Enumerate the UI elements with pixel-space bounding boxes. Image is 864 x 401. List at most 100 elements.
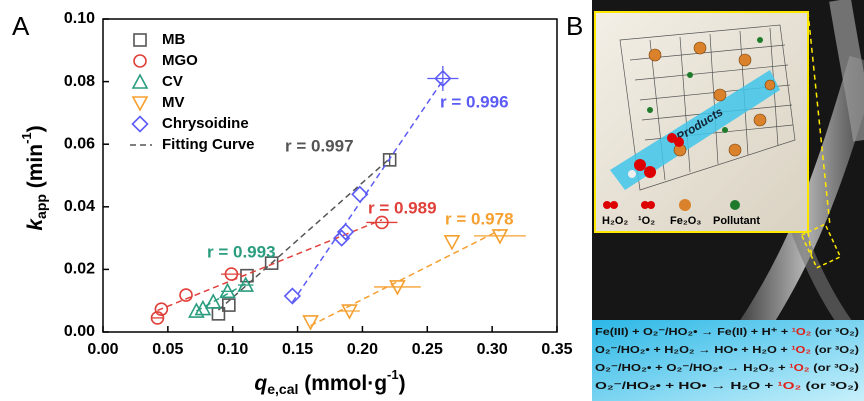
point [491, 229, 509, 245]
x-tick-label: 0.00 [87, 341, 118, 358]
flow-arrow [610, 70, 780, 190]
pollutants [647, 37, 763, 133]
equation-part: Fe(III) + O₂⁻/HO₂• → Fe(II) + H⁺ + [595, 326, 792, 338]
fit-line [310, 229, 501, 327]
point [131, 73, 149, 89]
particles [648, 41, 776, 157]
point [188, 302, 205, 318]
equation-highlight: ¹O₂ [778, 380, 802, 392]
equation: O₂⁻/HO₂• + HO• → H₂O + ¹O₂ (or ³O₂) [595, 380, 859, 392]
x-axis-label: qe,cal (mmol·g-1) [254, 367, 405, 396]
equations: Fe(III) + O₂⁻/HO₂• → Fe(II) + H⁺ + ¹O₂ (… [595, 326, 859, 392]
equation-part: (or ³O₂) [810, 362, 859, 374]
fit-annotation: r = 0.993 [207, 242, 276, 261]
y-tick-label: 0.06 [64, 135, 95, 152]
equation: Fe(III) + O₂⁻/HO₂• → Fe(II) + H⁺ + ¹O₂ (… [595, 326, 859, 338]
fit-annotation: r = 0.996 [440, 92, 509, 111]
point [351, 185, 369, 203]
y-label-symbol: k [24, 218, 47, 231]
y-label-close: ) [24, 125, 47, 132]
x-tick-label: 0.35 [541, 341, 572, 358]
x-tick-label: 0.15 [282, 341, 313, 358]
x-label-sub: e,cal [267, 381, 298, 397]
nanotube [829, 0, 864, 142]
point [131, 96, 149, 112]
point [333, 229, 351, 247]
plot-frame [102, 18, 558, 333]
equation-part: (or ³O₂) [811, 326, 859, 338]
zoom-line [807, 231, 813, 259]
panel-label: A [12, 11, 30, 41]
point [154, 302, 169, 316]
point [133, 54, 147, 68]
point [382, 153, 397, 167]
legend-label: MB [162, 31, 185, 48]
equation-part: (or ³O₂) [801, 380, 859, 392]
point [264, 256, 279, 270]
inset-legend-text: Pollutant [713, 215, 760, 227]
fit-annotation: r = 0.989 [368, 198, 437, 217]
legend-label: Chrysoidine [162, 115, 249, 132]
x-label-symbol: q [254, 372, 267, 395]
equation-part: (or ³O₂) [811, 344, 859, 356]
x-label-sup: -1 [387, 367, 399, 382]
point [131, 115, 149, 133]
point [389, 280, 406, 296]
equation-part: O₂⁻/HO₂• + H₂O₂ → HO• + H₂O + [595, 344, 791, 356]
y-tick-label: 0.10 [64, 10, 95, 27]
equation-box [592, 320, 864, 401]
fit-annotation: r = 0.978 [445, 209, 514, 228]
equation: O₂⁻/HO₂• + O₂⁻/HO₂• → H₂O₂ + ¹O₂ (or ³O₂… [595, 362, 859, 374]
fit-line [157, 219, 383, 312]
x-tick-label: 0.20 [347, 341, 378, 358]
x-tick-label: 0.05 [152, 341, 183, 358]
point [283, 287, 302, 305]
fit-annotation: r = 0.997 [285, 136, 354, 155]
x-tick-label: 0.10 [217, 341, 248, 358]
x-label-unit: (mmol·g [298, 372, 387, 395]
x-label-close: ) [399, 372, 406, 395]
point [204, 293, 222, 309]
equation-part: O₂⁻/HO₂• + HO• → H₂O + [595, 380, 778, 392]
y-tick-label: 0.04 [64, 198, 95, 215]
y-tick-label: 0.08 [64, 73, 95, 90]
equation-highlight: ¹O₂ [791, 344, 811, 356]
fit-line [217, 158, 391, 311]
inset-legend-text: ¹O₂ [638, 215, 655, 227]
inset-legend-text: H₂O₂ [602, 215, 628, 227]
point [133, 33, 147, 47]
equation-highlight: ¹O₂ [792, 326, 812, 338]
y-label-sub: app [33, 194, 49, 219]
legend-label: MGO [162, 52, 198, 69]
equation-highlight: ¹O₂ [789, 362, 810, 374]
point [224, 267, 239, 281]
fit-line [291, 79, 444, 303]
equation: O₂⁻/HO₂• + H₂O₂ → HO• + H₂O + ¹O₂ (or ³O… [595, 344, 859, 356]
point [237, 276, 255, 292]
inset-legend-text: Fe₂O₃ [670, 215, 701, 227]
point [434, 69, 452, 88]
point [336, 223, 355, 241]
molecules [628, 133, 684, 178]
x-tick-label: 0.25 [412, 341, 443, 358]
legend-label: Fitting Curve [162, 136, 255, 153]
point [179, 288, 193, 302]
x-tick-label: 0.30 [477, 341, 508, 358]
legend-label: CV [162, 73, 183, 90]
y-axis-label: kapp (min-1) [19, 125, 48, 230]
point [443, 235, 461, 251]
inset-legend-icons [603, 199, 740, 211]
point [150, 311, 165, 325]
zoom-box [800, 223, 842, 269]
y-tick-label: 0.02 [64, 261, 95, 278]
point [302, 315, 319, 331]
point [219, 282, 236, 299]
panel-label: B [566, 11, 583, 41]
y-label-sup: -1 [19, 132, 34, 144]
y-tick-label: 0.00 [64, 323, 95, 340]
point [375, 215, 389, 230]
equation-part: O₂⁻/HO₂• + O₂⁻/HO₂• → H₂O₂ + [595, 362, 789, 374]
point [222, 298, 236, 312]
